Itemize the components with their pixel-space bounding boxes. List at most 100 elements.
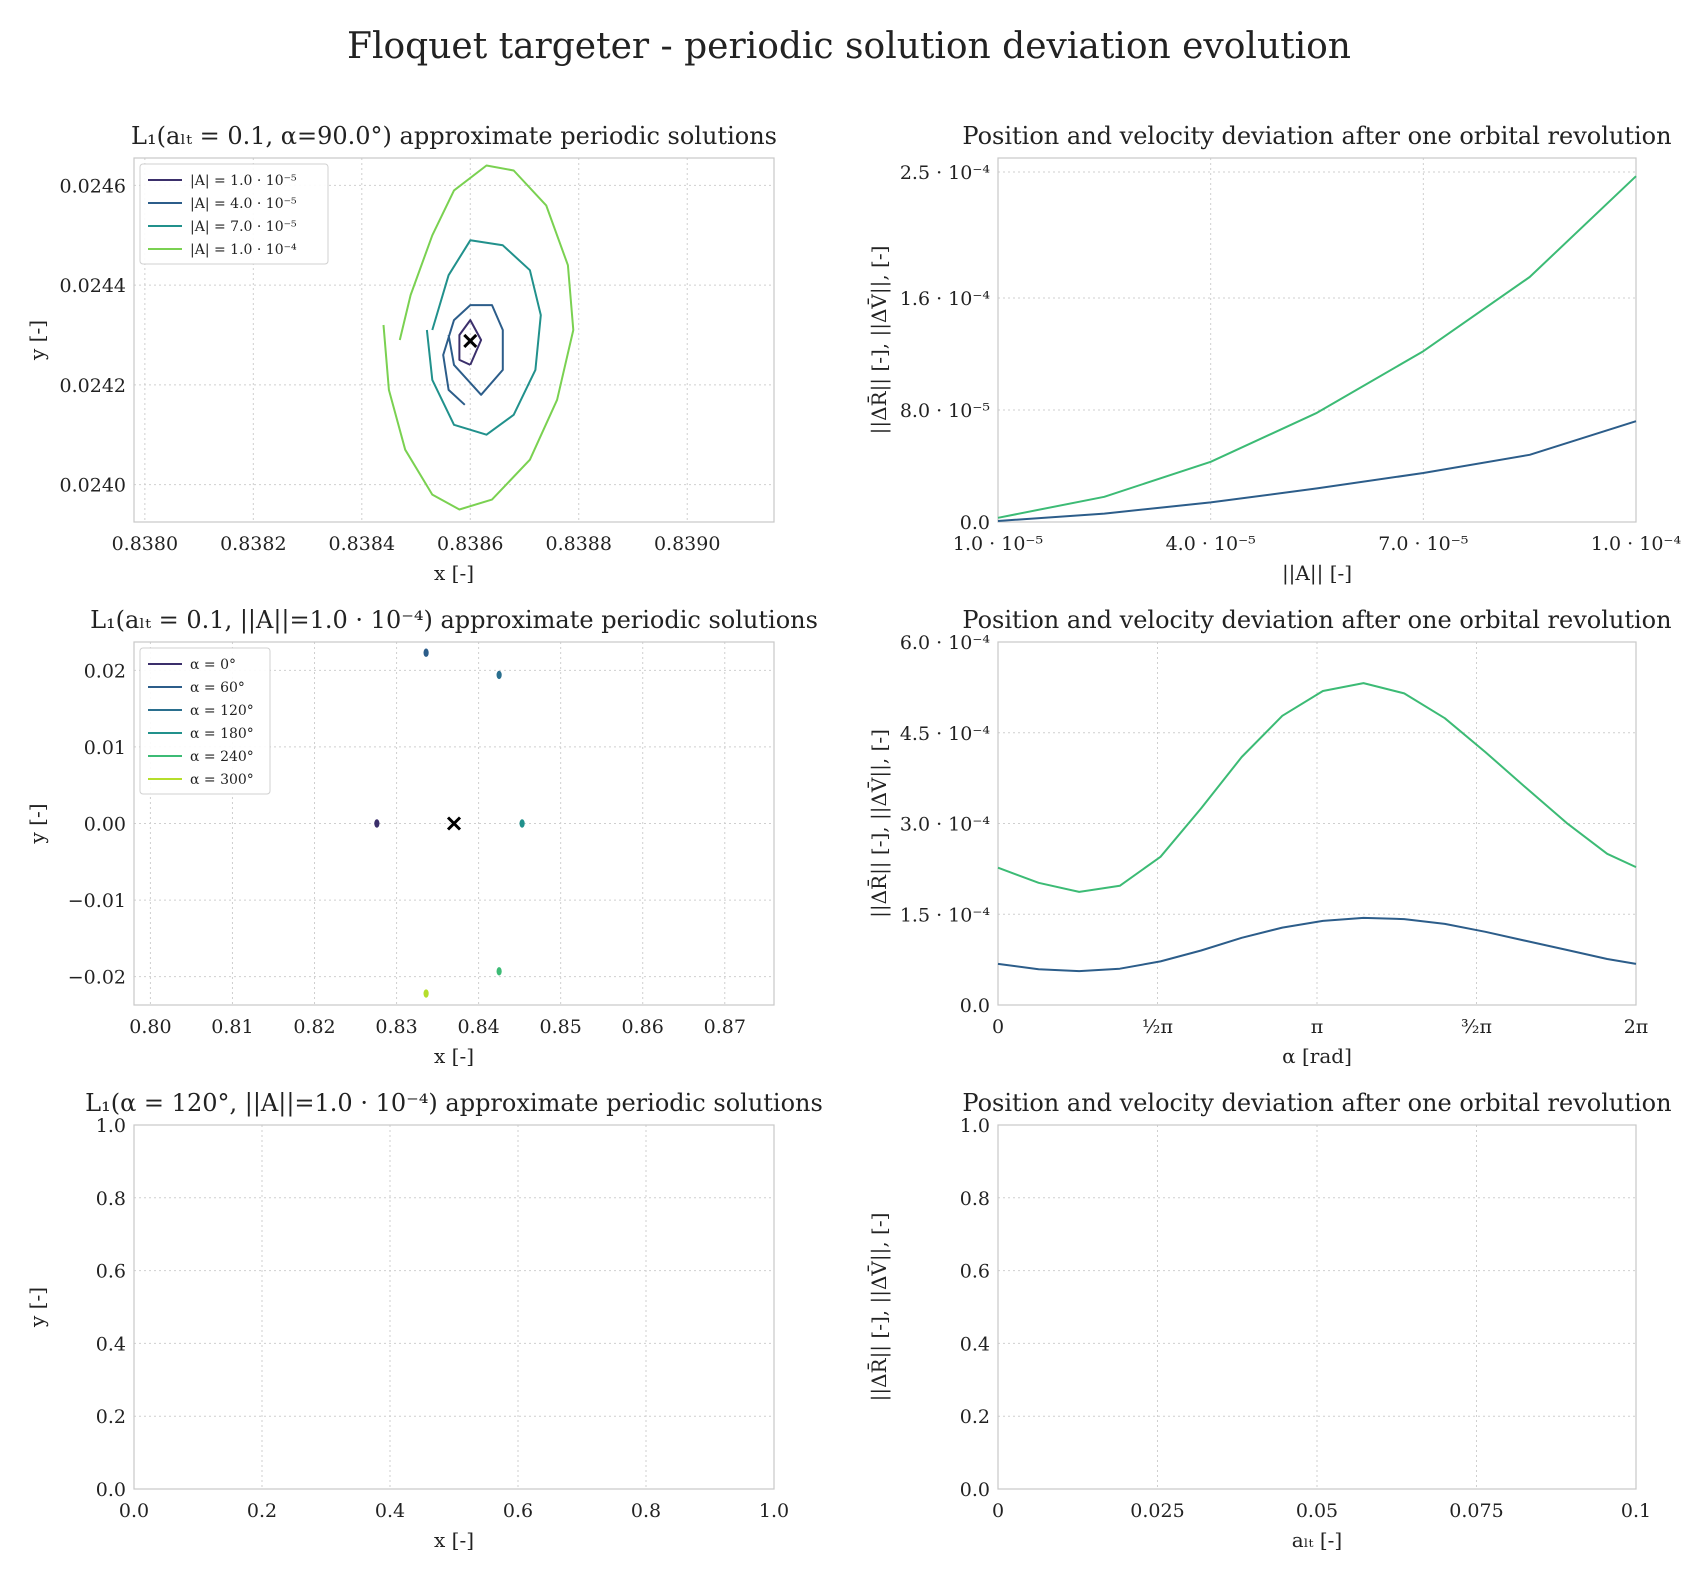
y-tick-label: 1.6 · 10⁻⁴ [900, 288, 991, 310]
x-tick-label: 0 [992, 1500, 1004, 1522]
y-axis-label: ||ΔR̄|| [-], ||ΔV̄||, [-] [866, 1213, 892, 1402]
legend-entry: α = 60° [190, 680, 245, 696]
y-axis-label: y [-] [25, 803, 49, 844]
legend: α = 0° α = 60° α = 120° α = 180° α = 240° α =… [139, 647, 271, 795]
x-tick-label: 4.0 · 10⁻⁵ [1166, 533, 1256, 555]
x-tick-label: 0.4 [375, 1500, 405, 1522]
series-line [425, 239, 542, 436]
x-axis-label: ||A|| [-] [1282, 561, 1352, 586]
x-tick-label: ³⁄₂π [1461, 1016, 1492, 1038]
scatter-point [423, 648, 429, 657]
axes-frame [997, 157, 1637, 523]
x-tick-label: 0.8388 [546, 533, 612, 555]
subplot-title: L₁(aₗₜ = 0.1, ||A||=1.0 · 10⁻⁴) approxim… [90, 606, 818, 635]
x-tick-label: 0.8382 [220, 533, 286, 555]
subplot-title: Position and velocity deviation after on… [962, 606, 1671, 634]
series-line [458, 319, 483, 366]
y-tick-label: −0.01 [68, 890, 126, 912]
scatter-point [496, 967, 502, 976]
y-tick-label: 0.0242 [60, 375, 126, 397]
equilibrium-marker [446, 816, 462, 831]
y-tick-label: 0.0 [960, 995, 990, 1017]
x-tick-label: 0 [992, 1016, 1004, 1038]
y-tick-label: 0.4 [960, 1333, 990, 1355]
legend-entry: |A| = 1.0 · 10⁻⁴ [190, 242, 297, 258]
y-axis-label: ||ΔR̄|| [-], ||ΔV̄||, [-] [866, 729, 892, 918]
x-tick-label: 0.8384 [329, 533, 395, 555]
y-tick-label: 2.5 · 10⁻⁴ [900, 162, 991, 184]
y-tick-label: 0.0 [960, 1479, 990, 1501]
subplot-title: Position and velocity deviation after on… [962, 122, 1671, 150]
x-tick-label: 0.81 [211, 1016, 253, 1038]
series-line [382, 164, 575, 511]
legend-entry: α = 120° [190, 703, 254, 719]
x-tick-label: 2π [1624, 1016, 1649, 1038]
x-tick-label: ½π [1142, 1016, 1173, 1038]
figure-suptitle: Floquet targeter - periodic solution dev… [347, 26, 1351, 67]
legend-entry: α = 0° [190, 657, 236, 673]
y-tick-label: 0.8 [960, 1188, 990, 1210]
x-tick-label: 0.8 [631, 1500, 661, 1522]
x-tick-label: 1.0 · 10⁻⁵ [953, 533, 1043, 555]
y-tick-label: 0.02 [84, 660, 126, 682]
x-tick-label: 0.075 [1449, 1500, 1503, 1522]
x-tick-label: 0.05 [1296, 1500, 1338, 1522]
y-tick-label: 0.0240 [60, 475, 126, 497]
x-axis-label: α [rad] [1282, 1044, 1352, 1068]
x-tick-label: 7.0 · 10⁻⁵ [1378, 533, 1468, 555]
x-tick-label: 0.8390 [654, 533, 720, 555]
y-tick-label: −0.02 [68, 967, 126, 989]
y-tick-label: 0.6 [960, 1261, 990, 1283]
y-axis-label: ||ΔR̄|| [-], ||ΔV̄||, [-] [866, 246, 892, 435]
y-tick-label: 0.2 [96, 1406, 126, 1428]
x-axis-label: x [-] [434, 561, 474, 585]
scatter-point [496, 670, 502, 680]
y-tick-label: 0.6 [96, 1261, 126, 1283]
legend-entry: α = 180° [190, 726, 254, 742]
x-tick-label: 0.83 [375, 1016, 417, 1038]
y-tick-label: 0.0 [960, 512, 990, 534]
y-axis-label: y [-] [25, 320, 49, 361]
y-tick-label: 6.0 · 10⁻⁴ [900, 632, 991, 654]
series-line [442, 304, 504, 406]
x-tick-label: 0.8386 [437, 533, 503, 555]
y-axis-label: y [-] [25, 1287, 49, 1328]
subplot-orbits_amplitude: 0.8380 0.8382 0.8384 0.8386 0.8388 0.8390 0.02… [25, 122, 777, 585]
scatter-point [423, 989, 429, 998]
scatter-point [519, 819, 525, 828]
legend-entry: α = 240° [190, 749, 254, 765]
legend-entry: |A| = 1.0 · 10⁻⁵ [190, 173, 297, 189]
x-tick-label: 0.0 [119, 1500, 149, 1522]
legend-box [139, 163, 329, 265]
x-tick-label: 0.84 [457, 1016, 499, 1038]
x-tick-label: 1.0 [759, 1500, 789, 1522]
y-tick-label: 8.0 · 10⁻⁵ [900, 400, 990, 422]
y-tick-label: 0.8 [96, 1188, 126, 1210]
axes-frame [997, 641, 1637, 1006]
x-axis-label: aₗₜ [-] [1292, 1528, 1342, 1552]
x-axis-label: x [-] [434, 1528, 474, 1552]
y-tick-label: 1.5 · 10⁻⁴ [900, 904, 991, 926]
y-tick-label: 0.0 [96, 1479, 126, 1501]
x-tick-label: 0.80 [129, 1016, 171, 1038]
series-line [997, 420, 1637, 522]
y-tick-label: 0.4 [96, 1333, 126, 1355]
x-tick-label: 0.6 [503, 1500, 533, 1522]
x-tick-label: 0.8380 [112, 533, 178, 555]
x-tick-label: 0.86 [622, 1016, 664, 1038]
subplot-title: Position and velocity deviation after on… [962, 1089, 1671, 1117]
x-tick-label: 0.82 [293, 1016, 335, 1038]
scatter-point [374, 819, 380, 828]
y-tick-label: 0.00 [84, 814, 126, 836]
series-line [997, 682, 1637, 893]
x-axis-label: x [-] [434, 1044, 474, 1068]
y-tick-label: 1.0 [96, 1115, 126, 1137]
equilibrium-marker [463, 333, 478, 349]
axes-frame [133, 641, 775, 1006]
y-tick-label: 0.0246 [60, 175, 126, 197]
y-tick-label: 3.0 · 10⁻⁴ [900, 814, 991, 836]
y-tick-label: 0.0244 [60, 275, 126, 297]
series-line [997, 175, 1637, 519]
legend-entry: α = 300° [190, 772, 254, 788]
